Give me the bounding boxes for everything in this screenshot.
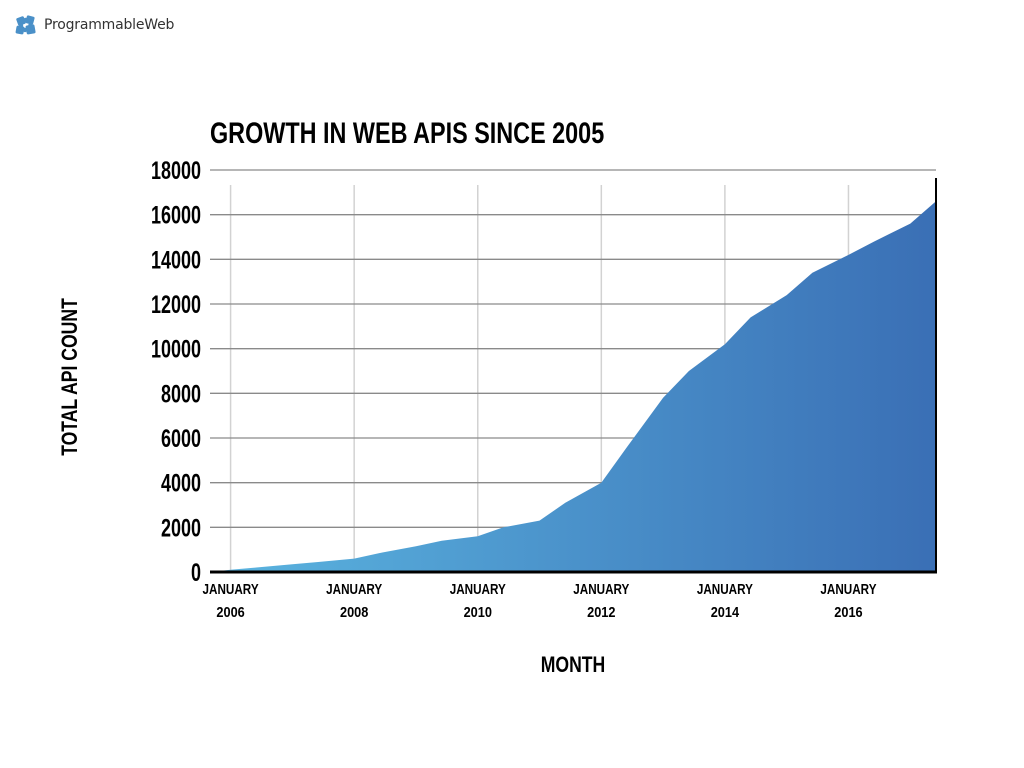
x-axis-label: MONTH: [541, 653, 605, 677]
y-tick-label: 6000: [161, 424, 201, 453]
x-tick-month-label: JANUARY: [450, 581, 506, 598]
y-tick-label: 2000: [161, 513, 201, 542]
x-tick-year-label: 2012: [587, 603, 616, 620]
y-tick-label: 8000: [161, 379, 201, 408]
y-tick-label: 14000: [151, 245, 201, 274]
x-tick-year-label: 2016: [834, 603, 863, 620]
axes: [210, 178, 937, 574]
x-tick-year-label: 2006: [216, 603, 245, 620]
x-tick-month-label: JANUARY: [203, 581, 259, 598]
chart-title: GROWTH IN WEB APIS SINCE 2005: [210, 116, 604, 149]
x-tick-year-label: 2014: [711, 603, 740, 620]
brand-logo: ProgrammableWeb: [12, 11, 174, 39]
brand-name: ProgrammableWeb: [44, 17, 175, 33]
x-tick-labels: JANUARY 2006 JANUARY 2008 JANUARY 2010 JANUARY…: [203, 581, 877, 621]
x-tick-month-label: JANUARY: [697, 581, 753, 598]
x-tick-year-label: 2010: [464, 603, 493, 620]
y-tick-label: 12000: [151, 290, 201, 319]
y-axis-label: TOTAL API COUNT: [58, 298, 82, 456]
series-area: [210, 201, 936, 573]
y-tick-label: 18000: [151, 156, 201, 185]
puzzle-piece-icon: [15, 15, 36, 35]
x-tick-month-label: JANUARY: [820, 581, 876, 598]
y-tick-label: 4000: [161, 469, 201, 498]
x-tick-month-label: JANUARY: [573, 581, 629, 598]
y-tick-label: 16000: [151, 201, 201, 230]
x-tick-year-label: 2008: [340, 603, 369, 620]
x-tick-month-label: JANUARY: [326, 581, 382, 598]
y-tick-labels: 0 2000 4000 6000 8000 10000 12000 14000 16000 180…: [151, 156, 201, 587]
y-tick-label: 0: [191, 558, 201, 587]
y-tick-label: 10000: [151, 335, 201, 364]
